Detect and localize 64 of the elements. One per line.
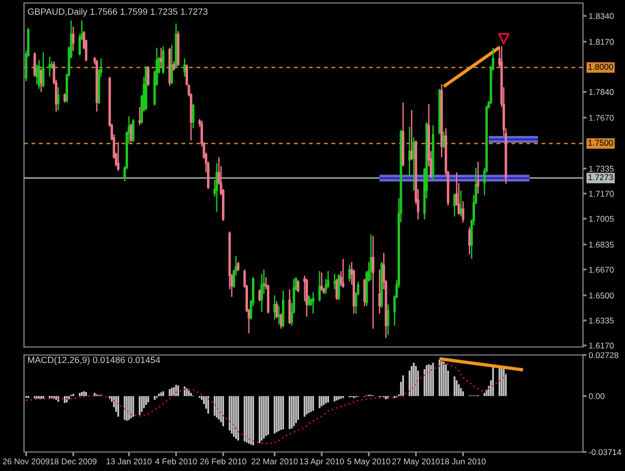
candlestick — [460, 190, 462, 218]
y-tick-label: -0.03714 — [588, 449, 622, 456]
candlestick — [160, 47, 162, 68]
candlestick — [296, 280, 300, 293]
candlestick — [372, 236, 374, 330]
x-tick-label: 22 Mar 2010 — [252, 458, 298, 464]
candlestick — [342, 258, 344, 288]
x-tick-label: 18 Dec 2009 — [50, 458, 96, 464]
y-tick-label: 1.7670 — [589, 114, 614, 121]
candlestick — [132, 118, 134, 143]
candlestick — [192, 103, 194, 129]
candlestick — [320, 272, 323, 292]
candlestick — [476, 161, 480, 194]
candlestick — [36, 64, 38, 85]
candlestick — [42, 52, 44, 88]
text: GBPAUD,Daily 1.7566 1.7599 1.7235 1.7273 — [28, 8, 208, 17]
x-tick-label: 26 Nov 2009 — [2, 458, 50, 464]
candlestick — [276, 300, 278, 319]
y-tick-label: 1.6835 — [589, 242, 614, 248]
candlestick — [72, 26, 74, 52]
y-tick-label: 1.8340 — [589, 13, 614, 20]
ref-line-label: 1.7273 — [588, 174, 613, 180]
y-tick-label: 0.02728 — [588, 352, 618, 358]
candlestick — [170, 44, 173, 85]
x-tick-label: 26 Feb 2010 — [200, 458, 246, 464]
candlestick — [278, 305, 280, 325]
candlestick — [34, 52, 36, 78]
y-tick-label: 1.7335 — [589, 166, 614, 172]
x-tick-label: 13 Jan 2010 — [106, 458, 152, 464]
y-tick-label: 1.7170 — [589, 190, 614, 197]
candlestick — [312, 292, 314, 314]
candlestick — [48, 56, 51, 78]
y-tick-label: 0.00 — [588, 393, 604, 400]
ref-line-label: 1.8000 — [588, 64, 614, 70]
y-tick-label: 1.6170 — [589, 342, 614, 349]
y-tick-label: 1.8170 — [589, 38, 614, 45]
candlestick — [117, 141, 120, 172]
y-tick-label: 1.6335 — [589, 318, 614, 324]
candlestick — [236, 261, 240, 272]
candlestick — [147, 65, 150, 86]
candlestick — [172, 60, 176, 72]
candlestick — [162, 46, 164, 74]
x-tick-label: 4 Feb 2010 — [155, 458, 197, 464]
candlestick — [318, 270, 321, 302]
candlestick — [308, 294, 310, 307]
ref-line-label: 1.7500 — [588, 140, 614, 146]
candlestick — [183, 58, 186, 78]
chart-title: MACD(12,26,9) 0.01486 0.01454 — [28, 356, 160, 365]
candlestick — [57, 86, 60, 111]
candlestick — [338, 273, 340, 301]
x-tick-label: 5 May 2010 — [347, 458, 390, 466]
candlestick — [260, 273, 263, 313]
x-tick-label: 13 Apr 2010 — [300, 458, 344, 466]
candlestick — [386, 304, 390, 336]
y-tick-label: 1.6670 — [589, 266, 614, 273]
y-tick-label: 1.7005 — [589, 216, 614, 222]
candlestick — [216, 162, 218, 212]
candlestick — [462, 200, 464, 224]
candlestick — [288, 288, 291, 325]
candlestick — [348, 264, 351, 282]
y-tick-label: 1.6500 — [589, 292, 614, 298]
y-tick-label: 1.7840 — [589, 89, 614, 95]
x-tick-label: 27 May 2010 — [392, 458, 440, 466]
x-tick-label: 18 Jun 2010 — [440, 458, 486, 464]
